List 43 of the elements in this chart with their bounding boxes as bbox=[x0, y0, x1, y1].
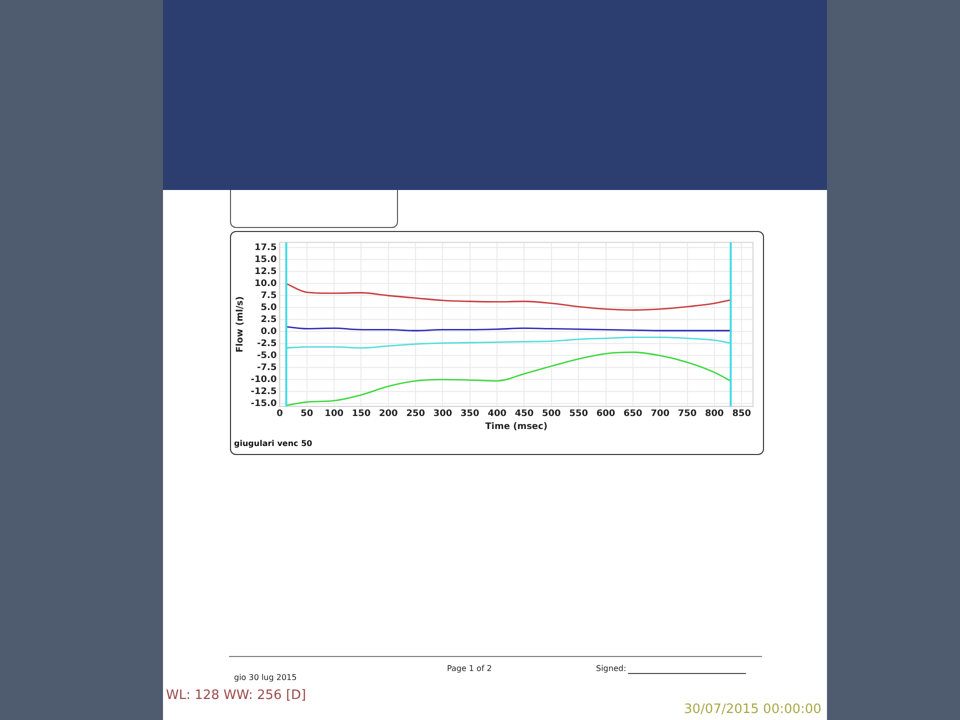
text: giugulari venc 50 bbox=[234, 439, 312, 448]
x-tick-label: 600 bbox=[596, 409, 616, 420]
y-tick-label: -10.0 bbox=[250, 374, 277, 385]
x-tick-label: 850 bbox=[732, 409, 751, 420]
y-tick-label: 0.0 bbox=[260, 326, 277, 337]
x-tick-label: 0 bbox=[276, 409, 283, 420]
y-tick-label: -15.0 bbox=[250, 398, 277, 409]
text: gio 30 lug 2015 bbox=[234, 673, 297, 682]
y-tick-label: 7.5 bbox=[260, 290, 277, 301]
y-tick-label: 5.0 bbox=[260, 302, 277, 313]
x-tick-label: 800 bbox=[705, 409, 724, 420]
y-tick-label: -2.5 bbox=[257, 338, 277, 349]
y-tick-label: 17.5 bbox=[254, 243, 277, 254]
text: 30/07/2015 00:00:00 bbox=[684, 702, 822, 717]
x-tick-label: 50 bbox=[300, 409, 314, 420]
x-tick-label: 650 bbox=[624, 409, 642, 420]
x-tick-label: 550 bbox=[569, 409, 588, 420]
x-tick-label: 300 bbox=[433, 409, 452, 420]
y-tick-label: 10.0 bbox=[254, 278, 277, 289]
text: WL: 128 WW: 256 [D] bbox=[166, 688, 306, 703]
x-tick-label: 150 bbox=[352, 409, 371, 420]
x-tick-label: 350 bbox=[460, 409, 480, 420]
x-tick-label: 750 bbox=[678, 409, 697, 420]
x-tick-label: 100 bbox=[324, 409, 344, 420]
y-tick-label: -7.5 bbox=[257, 362, 277, 373]
x-tick-label: 500 bbox=[542, 409, 561, 420]
text: Signed: bbox=[596, 664, 626, 673]
line-series bbox=[286, 282, 732, 311]
x-tick-label: 250 bbox=[406, 409, 425, 420]
y-tick-label: -5.0 bbox=[257, 350, 277, 361]
text: Page 1 of 2 bbox=[447, 664, 492, 673]
x-tick-label: 700 bbox=[650, 409, 670, 420]
y-tick-label: 15.0 bbox=[254, 255, 277, 266]
x-tick-label: 400 bbox=[488, 409, 506, 420]
y-tick-label: 2.5 bbox=[260, 314, 277, 325]
line-series bbox=[286, 336, 732, 349]
x-tick-label: 450 bbox=[514, 409, 534, 420]
x-tick-label: 200 bbox=[379, 409, 398, 420]
line-series bbox=[286, 352, 732, 406]
y-tick-label: -12.5 bbox=[250, 386, 277, 397]
y-axis-title: Flow (ml/s) bbox=[236, 296, 246, 352]
y-tick-label: 12.5 bbox=[254, 266, 277, 277]
x-axis-title: Time (msec) bbox=[485, 422, 548, 432]
